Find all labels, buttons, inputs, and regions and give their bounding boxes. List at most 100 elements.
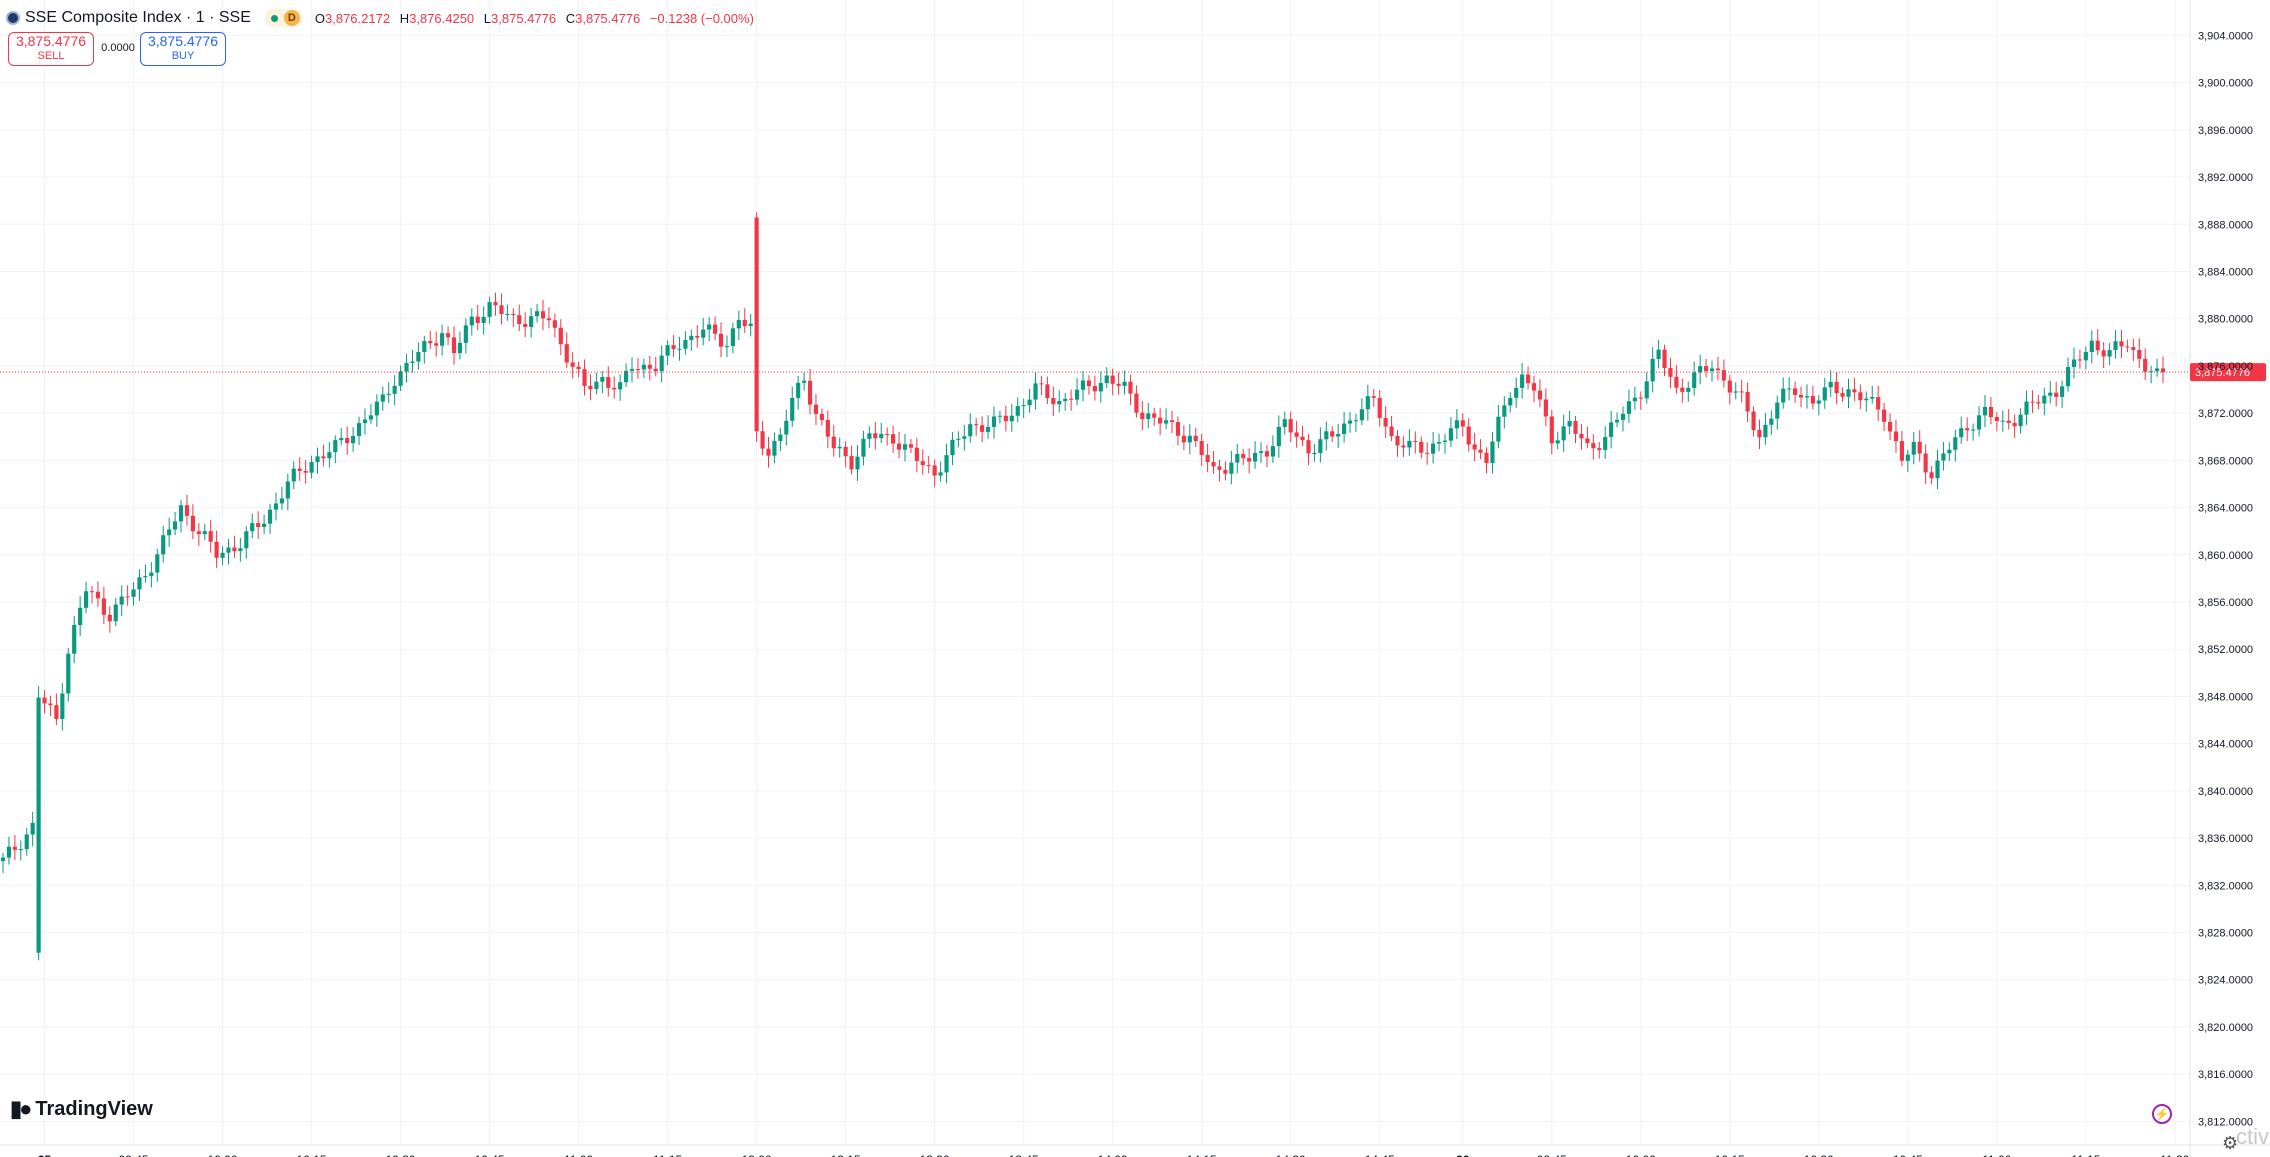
time-axis[interactable]: 25 09:45 10:00 10:15 10:30 10:45 11:00 11:15 13:… (38, 1153, 2190, 1157)
candle (1680, 379, 1685, 403)
candle-body (600, 377, 605, 382)
candle-body (1496, 416, 1501, 442)
candle-body (1733, 391, 1738, 393)
candle-body (72, 625, 77, 654)
tradingview-logo[interactable]: ▮● TradingView (10, 1096, 153, 1122)
candle-body (1947, 449, 1952, 454)
candle-body (938, 472, 943, 476)
candle-body (1858, 392, 1863, 401)
candle-body (351, 436, 356, 444)
candle (1935, 449, 1940, 490)
candle-body (1199, 440, 1204, 456)
candle-body (1917, 441, 1922, 454)
candle-body (339, 438, 344, 441)
candle (1852, 377, 1857, 402)
candle (796, 375, 801, 410)
y-tick-label: 3,836.0000 (2198, 833, 2253, 845)
candle-body (1442, 440, 1448, 443)
candle (1377, 389, 1382, 427)
candle (837, 437, 842, 458)
candle (760, 420, 765, 456)
candle (1318, 427, 1323, 463)
candle-body (1377, 397, 1382, 418)
candle (1609, 410, 1614, 449)
candle (226, 539, 231, 565)
candle-body (119, 596, 124, 605)
sell-button[interactable]: 3,875.4776 SELL (8, 32, 94, 66)
market-status[interactable]: D (264, 9, 303, 27)
candle (1039, 376, 1044, 396)
candle-body (1603, 436, 1608, 450)
candle (2065, 357, 2071, 392)
lightning-icon[interactable]: ⚡ (2152, 1104, 2172, 1124)
candle-body (238, 548, 243, 552)
candle (196, 523, 201, 546)
candle (2131, 338, 2136, 362)
candle (374, 394, 379, 427)
candle (161, 525, 166, 563)
candle-body (178, 505, 184, 522)
tradingview-wordmark: TradingView (35, 1097, 153, 1120)
candle-body (748, 323, 753, 326)
candle (12, 835, 17, 861)
candle-body (1407, 440, 1412, 448)
candle (742, 308, 747, 333)
candle-body (60, 693, 65, 719)
candle-body (908, 444, 913, 448)
candle (2083, 346, 2088, 370)
candle (1864, 391, 1869, 412)
candle (534, 304, 540, 323)
candle (386, 382, 391, 404)
candle (1122, 370, 1127, 395)
candle-body (879, 434, 884, 439)
candle-body (380, 394, 385, 402)
buy-button[interactable]: 3,875.4776 BUY (140, 32, 226, 66)
candle (1181, 425, 1186, 451)
candle (256, 511, 261, 539)
candle-body (1840, 393, 1845, 397)
candle-body (1039, 383, 1044, 385)
candle (540, 299, 546, 331)
candle-body (950, 439, 955, 456)
candle-body (1401, 445, 1406, 448)
gear-icon[interactable]: ⚙ (2222, 1133, 2239, 1153)
candle-body (1543, 399, 1548, 417)
candle (730, 322, 735, 354)
candle-body (1537, 390, 1542, 400)
candle (1033, 372, 1038, 410)
candle (529, 308, 534, 338)
symbol-title[interactable]: SSE Composite Index · 1 · SSE (25, 9, 251, 26)
candle-body (66, 653, 71, 694)
candle (576, 361, 581, 378)
candle-body (778, 434, 783, 441)
candle (1656, 339, 1661, 369)
tradingview-mark-icon: ▮● (10, 1096, 32, 1121)
candle (1051, 386, 1056, 417)
candle (422, 335, 427, 364)
candle (1597, 442, 1602, 459)
candle-body (202, 531, 207, 535)
candle (517, 304, 522, 332)
candle (2018, 408, 2023, 434)
candle (2012, 414, 2017, 438)
price-axis[interactable]: 3,812.0000 3,816.0000 3,820.0000 3,824.0000… (2198, 30, 2253, 1128)
y-tick-label: 3,880.0000 (2198, 314, 2253, 326)
candle-body (1614, 419, 1620, 423)
candle (1063, 392, 1068, 411)
candle (594, 372, 599, 395)
candle (1525, 366, 1531, 390)
candle-body (1318, 439, 1323, 454)
candle (167, 517, 172, 547)
candle-body (1074, 389, 1080, 400)
candle-body (718, 333, 724, 347)
candle-body (2154, 368, 2160, 372)
candle-body (944, 455, 949, 473)
candle-body (1573, 421, 1578, 434)
candle-body (262, 523, 267, 528)
candle-body (1140, 412, 1145, 419)
candle-body (1187, 435, 1192, 443)
candle (1478, 439, 1483, 460)
candle-body (1134, 393, 1139, 413)
candle (695, 325, 700, 348)
